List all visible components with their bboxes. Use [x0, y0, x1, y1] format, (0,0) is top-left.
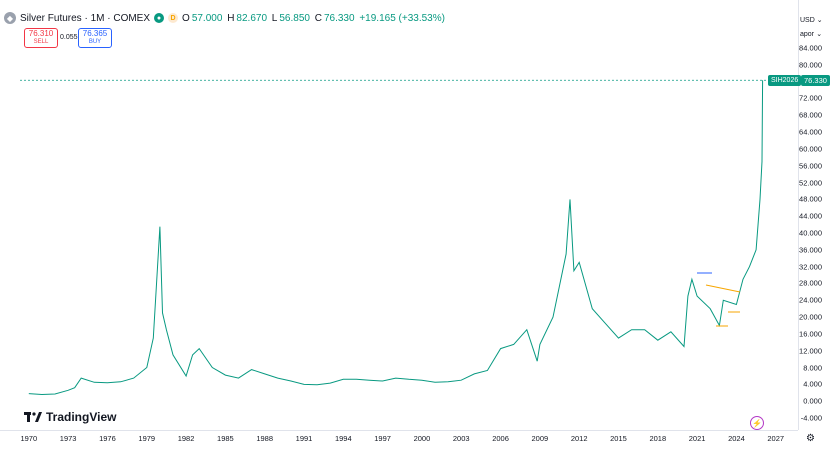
price-axis-label: 64.000: [799, 127, 822, 137]
time-axis-label: 1997: [374, 434, 391, 443]
drawing-tools[interactable]: [697, 272, 741, 327]
silver-symbol-icon: ◆: [4, 12, 16, 24]
price-axis[interactable]: [798, 0, 840, 430]
time-axis-label: 1982: [177, 434, 195, 443]
price-axis-label: 0.000: [803, 396, 822, 406]
lightning-icon[interactable]: ⚡: [750, 416, 764, 430]
price-axis-label: 32.000: [799, 262, 822, 272]
price-axis-label: 68.000: [799, 110, 822, 120]
delayed-data-badge[interactable]: D: [168, 13, 179, 23]
price-axis-label: 80.000: [799, 60, 822, 70]
close-label: C: [314, 12, 322, 24]
time-axis-label: 1988: [256, 434, 274, 443]
gear-icon[interactable]: ⚙: [806, 433, 815, 444]
price-axis-label: 72.000: [799, 93, 822, 103]
price-axis-label: 84.000: [799, 43, 822, 53]
open-label: O: [182, 12, 190, 24]
time-axis-label: 2015: [610, 434, 627, 443]
price-axis-label: 60.000: [799, 144, 822, 154]
buy-button[interactable]: 76.365 BUY: [78, 28, 112, 48]
symbol-price-tag: SIH2026: [768, 75, 802, 86]
price-axis-label: 40.000: [799, 228, 822, 238]
unit-selector[interactable]: арог ⌄: [800, 30, 822, 38]
ohlc-values: O 57.000 H 82.670 L 56.850 C 76.330 +19.165 …: [182, 13, 447, 24]
symbol-legend[interactable]: ◆ Silver Futures · 1M · COMEX ● D O 57.00…: [4, 10, 447, 26]
open-value: 57.000: [191, 12, 223, 24]
low-label: L: [271, 12, 278, 24]
sell-label: SELL: [33, 39, 49, 45]
last-price-tag: 76.330: [801, 75, 830, 86]
price-axis-label: 4.000: [803, 379, 822, 389]
price-chart[interactable]: [0, 0, 798, 430]
tradingview-logo-icon: [24, 412, 42, 422]
time-axis[interactable]: [0, 430, 798, 460]
price-axis-label: 52.000: [799, 178, 822, 188]
tradingview-logo[interactable]: TradingView: [24, 410, 116, 424]
time-axis-label: 1970: [20, 434, 38, 443]
time-axis-label: 1973: [59, 434, 77, 443]
price-axis-label: 12.000: [799, 346, 822, 356]
currency-label: USD: [800, 17, 815, 24]
chevron-down-icon: ⌄: [816, 31, 823, 38]
trend-line-orange[interactable]: [705, 284, 741, 293]
price-axis-label: 48.000: [799, 194, 822, 204]
high-value: 82.670: [236, 12, 268, 24]
tradingview-logo-text: TradingView: [46, 410, 117, 424]
time-axis-label: 2021: [688, 434, 706, 443]
time-axis-label: 1991: [295, 434, 313, 443]
price-axis-label: 16.000: [799, 329, 822, 339]
price-axis-label: 20.000: [799, 312, 822, 322]
price-axis-label: 36.000: [799, 245, 822, 255]
time-axis-label: 2009: [531, 434, 549, 443]
chart-area[interactable]: [0, 0, 798, 430]
sell-price: 76.310: [28, 29, 54, 38]
time-axis-label: 1976: [99, 434, 116, 443]
time-axis-label: 2012: [570, 434, 588, 443]
symbol-title[interactable]: Silver Futures · 1M · COMEX: [20, 12, 151, 24]
price-axis-label: 56.000: [799, 161, 822, 171]
buy-label: BUY: [88, 39, 102, 45]
time-axis-label: 2018: [649, 434, 667, 443]
price-axis-label: 24.000: [799, 295, 822, 305]
currency-selector[interactable]: USD ⌄: [800, 16, 823, 24]
price-axis-label: 44.000: [799, 211, 822, 221]
time-axis-label: 1985: [217, 434, 234, 443]
unit-label: арог: [800, 31, 815, 38]
low-value: 56.850: [279, 12, 310, 24]
spread-value: 0.055: [60, 34, 78, 41]
price-series-line: [28, 80, 764, 396]
time-axis-label: 2000: [413, 434, 431, 443]
price-axis-label: 8.000: [803, 363, 822, 373]
buy-price: 76.365: [82, 29, 108, 38]
market-status-icon[interactable]: ●: [154, 13, 165, 23]
time-axis-label: 2006: [492, 434, 509, 443]
change-value: +19.165 (+33.53%): [359, 12, 445, 24]
high-label: H: [227, 12, 235, 24]
time-axis-label: 1979: [138, 434, 156, 443]
price-axis-label: 28.000: [799, 278, 822, 288]
time-axis-label: 2024: [728, 434, 745, 443]
close-value: 76.330: [323, 12, 355, 24]
chevron-down-icon: ⌄: [816, 17, 823, 24]
price-axis-label: -4.000: [800, 413, 822, 423]
sell-button[interactable]: 76.310 SELL: [24, 28, 58, 48]
time-axis-label: 1994: [334, 434, 352, 443]
time-axis-label: 2027: [767, 434, 785, 443]
time-axis-label: 2003: [452, 434, 470, 443]
